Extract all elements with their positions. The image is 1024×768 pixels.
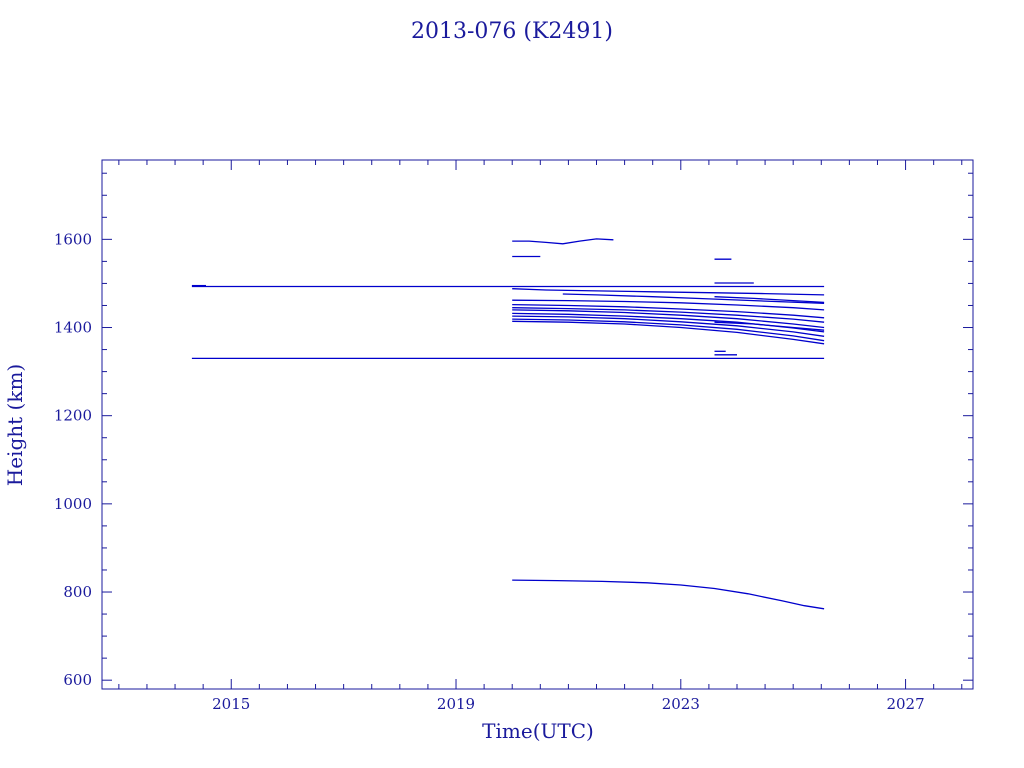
series-line-12 (512, 315, 825, 337)
series-line-16 (714, 321, 825, 331)
y-tick-label: 800 (63, 583, 92, 601)
series-line-5 (512, 288, 825, 296)
y-tick-label: 1200 (54, 407, 92, 425)
x-tick-label: 2015 (212, 695, 250, 713)
y-tick-label: 600 (63, 671, 92, 689)
series-line-10 (512, 309, 825, 329)
tick-layer: 2015 2019 2023 2027 600 800 1000 1200 1400 1600 (54, 160, 973, 713)
series-layer (191, 238, 825, 610)
x-tick-label: 2019 (437, 695, 475, 713)
series-line-9 (512, 307, 825, 323)
y-tick-label: 1000 (54, 495, 92, 513)
series-line-15 (714, 296, 825, 304)
series-line-14 (512, 320, 825, 345)
plot-frame (101, 159, 974, 690)
y-tick-label: 1400 (54, 319, 92, 337)
series-line-13 (512, 318, 825, 342)
x-tick-label: 2027 (886, 695, 924, 713)
y-tick-label: 1600 (54, 230, 92, 248)
x-tick-label: 2023 (662, 695, 700, 713)
series-line-21 (512, 579, 825, 610)
series-line-3 (512, 238, 614, 245)
series-line-7 (512, 299, 825, 311)
y-axis-label: Height (km) (3, 364, 27, 486)
x-axis-label: Time(UTC) (482, 719, 594, 743)
chart-title: 2013-076 (K2491) (411, 19, 613, 44)
series-line-8 (512, 303, 825, 319)
series-line-6 (562, 293, 825, 304)
